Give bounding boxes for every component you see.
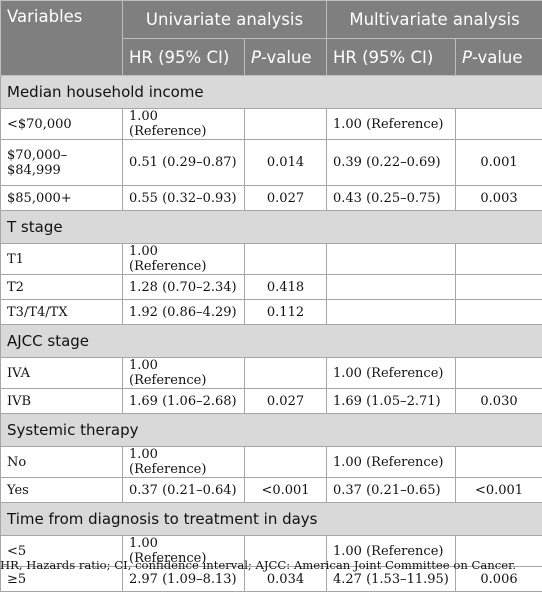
p-suffix: -value [472,48,523,67]
cell-univariate-hr: 1.69 (1.06–2.68) [123,389,245,414]
cell-univariate-p-value: 0.027 [245,186,327,211]
header-univariate-analysis: Univariate analysis [123,1,327,39]
cell-variable: $70,000–$84,999 [1,140,123,186]
cell-variable: Yes [1,478,123,503]
table-footnote: HR, Hazards ratio; CI, confidence interv… [0,558,542,572]
header-variables: Variables [1,1,123,76]
cell-multivariate-hr: 1.00 (Reference) [327,109,456,140]
cell-multivariate-p-value: 0.001 [456,140,542,186]
cell-univariate-p-value: 0.014 [245,140,327,186]
cell-univariate-p-value [245,447,327,478]
cell-multivariate-hr [327,275,456,300]
cell-univariate-hr: 1.00 (Reference) [123,244,245,275]
header-multivariate-p-value: P-value [456,39,542,76]
cell-multivariate-p-value [456,275,542,300]
section-title: Systemic therapy [1,414,542,447]
cell-univariate-hr: 0.51 (0.29–0.87) [123,140,245,186]
section-row: Systemic therapy [1,414,542,447]
cell-multivariate-p-value [456,109,542,140]
cell-univariate-hr: 1.28 (0.70–2.34) [123,275,245,300]
cell-variable: T1 [1,244,123,275]
cell-multivariate-p-value [456,244,542,275]
p-suffix: -value [261,48,312,67]
cell-variable: <$70,000 [1,109,123,140]
cell-univariate-hr: 1.00 (Reference) [123,447,245,478]
cell-univariate-hr: 1.00 (Reference) [123,109,245,140]
cell-multivariate-p-value [456,358,542,389]
cell-univariate-hr: 0.37 (0.21–0.64) [123,478,245,503]
cell-multivariate-p-value [456,300,542,325]
cell-multivariate-p-value [456,447,542,478]
cell-variable: T3/T4/TX [1,300,123,325]
section-row: Median household income [1,76,542,109]
cell-multivariate-hr [327,244,456,275]
p-italic: P [462,48,472,67]
section-row: AJCC stage [1,325,542,358]
cell-univariate-p-value: 0.112 [245,300,327,325]
cell-multivariate-hr: 1.00 (Reference) [327,447,456,478]
cell-variable: $85,000+ [1,186,123,211]
cell-multivariate-p-value: 0.003 [456,186,542,211]
section-row: T stage [1,211,542,244]
section-title: Median household income [1,76,542,109]
section-title: T stage [1,211,542,244]
cell-multivariate-hr [327,300,456,325]
section-row: Time from diagnosis to treatment in days [1,503,542,536]
cell-multivariate-p-value: 0.030 [456,389,542,414]
cell-variable: T2 [1,275,123,300]
section-title: Time from diagnosis to treatment in days [1,503,542,536]
table-header: Variables Univariate analysis Multivaria… [1,1,542,76]
p-italic: P [251,48,261,67]
section-title: AJCC stage [1,325,542,358]
cell-multivariate-hr: 0.37 (0.21–0.65) [327,478,456,503]
cell-multivariate-hr: 0.43 (0.25–0.75) [327,186,456,211]
header-univariate-p-value: P-value [245,39,327,76]
cell-univariate-p-value [245,244,327,275]
header-univariate-hr: HR (95% CI) [123,39,245,76]
cell-univariate-hr: 1.92 (0.86–4.29) [123,300,245,325]
cell-variable: IVA [1,358,123,389]
cell-univariate-p-value [245,358,327,389]
cell-variable: No [1,447,123,478]
header-multivariate-analysis: Multivariate analysis [327,1,542,39]
cell-univariate-p-value: 0.418 [245,275,327,300]
cell-multivariate-hr: 1.69 (1.05–2.71) [327,389,456,414]
cell-univariate-hr: 0.55 (0.32–0.93) [123,186,245,211]
cell-univariate-p-value: 0.027 [245,389,327,414]
cell-multivariate-hr: 0.39 (0.22–0.69) [327,140,456,186]
cell-variable: IVB [1,389,123,414]
cell-univariate-hr: 1.00 (Reference) [123,358,245,389]
cell-univariate-p-value [245,109,327,140]
cell-multivariate-hr: 1.00 (Reference) [327,358,456,389]
cell-univariate-p-value: <0.001 [245,478,327,503]
header-multivariate-hr: HR (95% CI) [327,39,456,76]
cell-multivariate-p-value: <0.001 [456,478,542,503]
